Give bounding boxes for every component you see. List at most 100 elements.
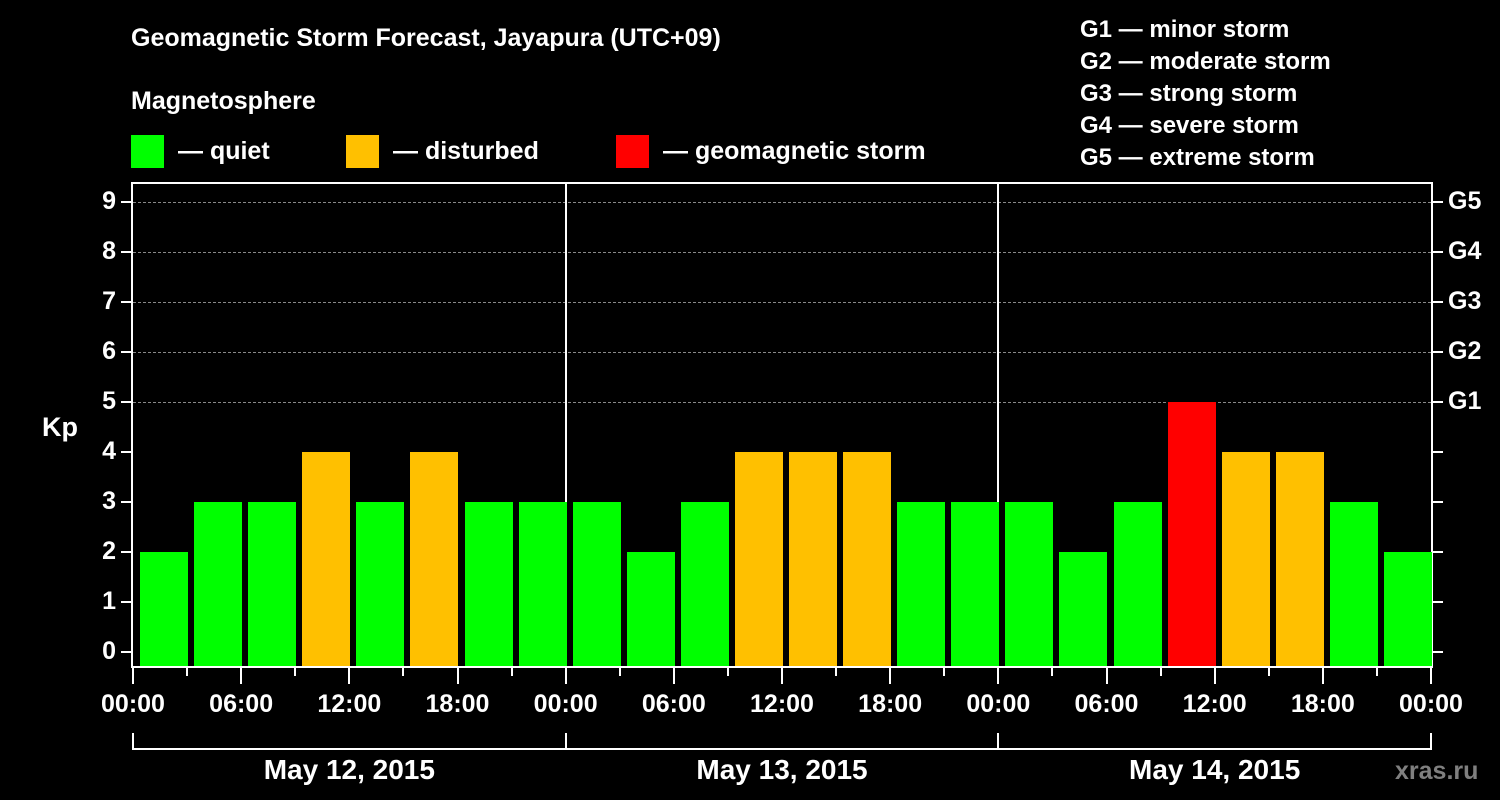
storm-swatch — [616, 134, 649, 168]
bar-quiet — [1005, 502, 1054, 666]
x-tick-label: 06:00 — [209, 690, 274, 718]
gridline — [133, 402, 1431, 403]
bar-quiet — [248, 502, 297, 666]
x-tick-major — [997, 668, 1000, 684]
x-tick-major — [889, 668, 892, 684]
gridline — [133, 252, 1431, 253]
y-tick-right — [1433, 501, 1443, 503]
y-tick — [121, 351, 131, 353]
g1-legend: G1 — minor storm — [1080, 16, 1290, 43]
y-tick-label: 9 — [102, 187, 116, 215]
date-label: May 13, 2015 — [696, 754, 868, 785]
x-tick-major — [132, 668, 134, 684]
g4-legend: G4 — severe storm — [1080, 112, 1299, 139]
y-tick — [121, 551, 131, 553]
x-tick-minor — [402, 668, 405, 676]
bar-quiet — [518, 502, 567, 666]
g3-legend: G3 — strong storm — [1080, 80, 1298, 107]
bar-quiet — [897, 502, 946, 666]
date-label: May 14, 2015 — [1129, 754, 1301, 785]
y-tick-label: 1 — [102, 587, 116, 615]
y-tick-label: 2 — [102, 537, 116, 565]
bar-quiet — [680, 502, 729, 666]
date-bracket — [132, 733, 567, 750]
x-tick-minor — [618, 668, 621, 676]
g2-legend: G2 — moderate storm — [1080, 48, 1331, 75]
x-tick-label: 06:00 — [1074, 690, 1139, 718]
gridline — [133, 202, 1431, 203]
x-tick-major — [240, 668, 243, 684]
gridline — [133, 302, 1431, 303]
bar-disturbed — [1275, 452, 1324, 666]
g5-legend: G5 — extreme storm — [1080, 144, 1315, 171]
x-tick-label: 00:00 — [966, 690, 1031, 718]
g-tick-label: G3 — [1448, 287, 1482, 315]
day-separator — [564, 184, 567, 666]
y-tick — [121, 201, 131, 203]
y-tick-right — [1433, 251, 1443, 253]
x-tick-label: 12:00 — [1182, 690, 1247, 718]
x-tick-label: 00:00 — [1399, 690, 1463, 718]
y-tick-right — [1433, 651, 1443, 653]
y-tick — [121, 301, 131, 303]
bar-quiet — [1329, 502, 1378, 666]
x-tick-major — [564, 668, 567, 684]
x-tick-minor — [1051, 668, 1054, 676]
bar-quiet — [951, 502, 1000, 666]
date-bracket — [997, 733, 1432, 750]
legend-storm: — geomagnetic storm — [616, 134, 926, 168]
y-tick — [121, 451, 131, 453]
y-tick-right — [1433, 301, 1443, 303]
y-axis-label: Kp — [42, 412, 78, 442]
x-tick-major — [456, 668, 459, 684]
bar-quiet — [1113, 502, 1162, 666]
y-tick — [121, 651, 131, 653]
y-tick-right — [1433, 551, 1443, 553]
g-tick-label: G1 — [1448, 387, 1482, 415]
x-tick-major — [1213, 668, 1216, 684]
y-tick-right — [1433, 601, 1443, 603]
x-tick-minor — [835, 668, 838, 676]
disturbed-swatch — [346, 134, 379, 168]
legend-disturbed: — disturbed — [346, 134, 539, 168]
x-tick-label: 06:00 — [641, 690, 706, 718]
x-tick-minor — [1159, 668, 1162, 676]
g-tick-label: G2 — [1448, 337, 1482, 365]
bar-disturbed — [843, 452, 892, 666]
y-tick-label: 7 — [102, 287, 116, 315]
x-tick-label: 12:00 — [750, 690, 814, 718]
g-scale-legend: G1 — minor storm G2 — moderate storm G3 … — [1080, 14, 1331, 174]
x-tick-major — [1321, 668, 1324, 684]
legend-disturbed-label: — disturbed — [393, 136, 539, 165]
bar-quiet — [1059, 552, 1108, 666]
x-tick-label: 00:00 — [101, 690, 165, 718]
bar-disturbed — [410, 452, 459, 666]
bar-quiet — [464, 502, 513, 666]
x-tick-minor — [1375, 668, 1378, 676]
x-tick-major — [781, 668, 783, 684]
y-tick — [121, 501, 131, 503]
bar-quiet — [140, 552, 189, 666]
bar-quiet — [626, 552, 675, 666]
y-tick-right — [1433, 351, 1443, 353]
y-tick-label: 6 — [102, 337, 116, 365]
x-tick-label: 18:00 — [858, 690, 923, 718]
quiet-swatch — [131, 134, 164, 168]
y-tick-label: 0 — [102, 637, 116, 665]
bar-disturbed — [1221, 452, 1270, 666]
day-separator — [997, 184, 1000, 666]
bar-disturbed — [734, 452, 783, 666]
x-tick-minor — [294, 668, 297, 676]
y-tick — [121, 251, 131, 253]
x-tick-minor — [186, 668, 189, 676]
y-tick — [121, 401, 131, 403]
g-tick-label: G5 — [1448, 187, 1482, 215]
bar-quiet — [572, 502, 621, 666]
y-tick-label: 3 — [102, 487, 116, 515]
x-tick-label: 18:00 — [425, 690, 490, 718]
y-tick-right — [1433, 401, 1443, 403]
gridline — [133, 352, 1431, 353]
x-tick-minor — [510, 668, 513, 676]
bar-disturbed — [302, 452, 351, 666]
y-tick-label: 5 — [102, 387, 116, 415]
